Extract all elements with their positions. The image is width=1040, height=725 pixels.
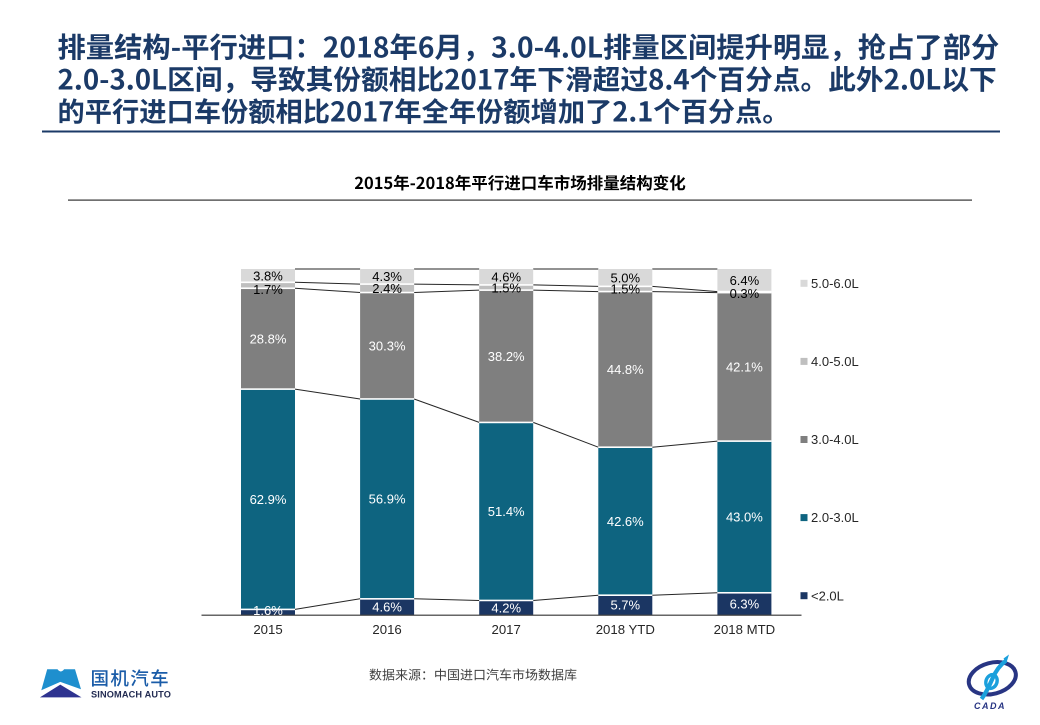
svg-text:44.8%: 44.8% [607,362,644,377]
svg-text:2015: 2015 [253,622,282,637]
svg-text:30.3%: 30.3% [369,338,406,353]
svg-text:56.9%: 56.9% [369,492,406,507]
svg-text:CADA: CADA [974,701,1006,711]
svg-text:2018 YTD: 2018 YTD [596,622,655,637]
svg-text:4.3%: 4.3% [372,269,402,284]
svg-text:62.9%: 62.9% [250,492,287,507]
svg-text:2.0-3.0L: 2.0-3.0L [811,510,859,525]
svg-text:SINOMACH AUTO: SINOMACH AUTO [91,689,171,699]
svg-text:1.5%: 1.5% [610,282,640,297]
svg-text:4.0-5.0L: 4.0-5.0L [811,354,859,369]
svg-text:1.5%: 1.5% [491,281,521,296]
svg-text:6.4%: 6.4% [730,273,760,288]
svg-text:28.8%: 28.8% [250,331,287,346]
svg-text:<2.0L: <2.0L [811,588,844,603]
svg-text:0.3%: 0.3% [730,286,760,301]
svg-text:4.6%: 4.6% [372,600,402,615]
svg-text:42.6%: 42.6% [607,514,644,529]
svg-text:2016: 2016 [372,622,401,637]
svg-text:4.2%: 4.2% [491,600,521,615]
svg-text:5.0%: 5.0% [610,270,640,285]
svg-text:3.8%: 3.8% [253,268,283,283]
svg-text:3.0-4.0L: 3.0-4.0L [811,432,859,447]
svg-text:2017: 2017 [492,622,521,637]
svg-text:42.1%: 42.1% [726,360,763,375]
svg-text:5.0-6.0L: 5.0-6.0L [811,276,859,291]
svg-text:6.3%: 6.3% [730,597,760,612]
svg-text:4.6%: 4.6% [491,270,521,285]
svg-text:51.4%: 51.4% [488,504,525,519]
svg-text:2018 MTD: 2018 MTD [714,622,776,637]
svg-text:43.0%: 43.0% [726,510,763,525]
svg-text:2.4%: 2.4% [372,281,402,296]
svg-text:1.7%: 1.7% [253,282,283,297]
svg-text:38.2%: 38.2% [488,349,525,364]
svg-text:5.7%: 5.7% [610,598,640,613]
svg-text:1.6%: 1.6% [253,603,283,618]
